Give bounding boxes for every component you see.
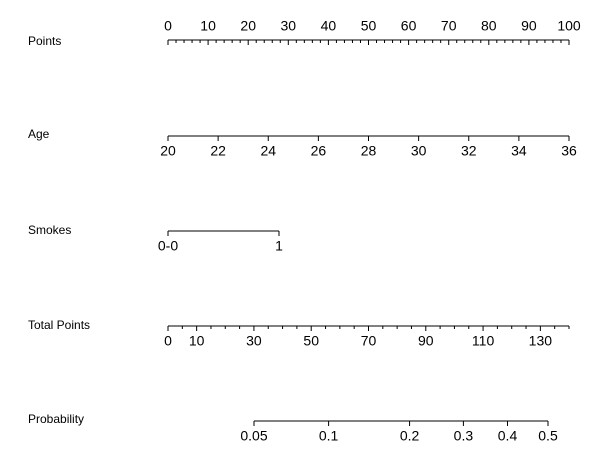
axis-name: Points xyxy=(28,34,61,48)
tick-label: 130 xyxy=(529,333,553,349)
tick-label: 70 xyxy=(441,18,457,34)
tick-label: 80 xyxy=(481,18,497,34)
tick-label: 90 xyxy=(521,18,537,34)
tick-label: 70 xyxy=(361,333,377,349)
axis-name: Smokes xyxy=(28,223,71,237)
tick-label: 28 xyxy=(361,143,377,159)
tick-label: 40 xyxy=(321,18,337,34)
tick-label: 32 xyxy=(461,143,477,159)
axis-name: Total Points xyxy=(28,318,90,332)
tick-label: 110 xyxy=(472,333,495,349)
tick-label: 10 xyxy=(189,333,205,349)
tick-label: 26 xyxy=(311,143,327,159)
tick-label: 0 xyxy=(164,333,172,349)
tick-label: 36 xyxy=(561,143,577,159)
tick-label: 10 xyxy=(200,18,216,34)
tick-label: 20 xyxy=(160,143,176,159)
tick-label: 0-0 xyxy=(158,238,178,254)
tick-label: 30 xyxy=(246,333,262,349)
axis-name: Probability xyxy=(28,412,84,426)
tick-label: 0.4 xyxy=(498,428,518,444)
tick-label: 34 xyxy=(511,143,527,159)
tick-label: 1 xyxy=(275,238,283,254)
tick-label: 0.3 xyxy=(454,428,474,444)
tick-label: 30 xyxy=(281,18,297,34)
axis-name: Age xyxy=(28,127,50,141)
tick-label: 0.5 xyxy=(538,428,558,444)
tick-label: 0.05 xyxy=(240,428,267,444)
tick-label: 100 xyxy=(557,18,581,34)
tick-label: 60 xyxy=(401,18,417,34)
tick-label: 50 xyxy=(303,333,319,349)
tick-label: 0.1 xyxy=(319,428,339,444)
tick-label: 24 xyxy=(260,143,276,159)
tick-label: 22 xyxy=(210,143,226,159)
tick-label: 30 xyxy=(411,143,427,159)
tick-label: 90 xyxy=(418,333,434,349)
tick-label: 0 xyxy=(164,18,172,34)
tick-label: 0.2 xyxy=(400,428,420,444)
tick-label: 20 xyxy=(240,18,256,34)
tick-label: 50 xyxy=(361,18,377,34)
